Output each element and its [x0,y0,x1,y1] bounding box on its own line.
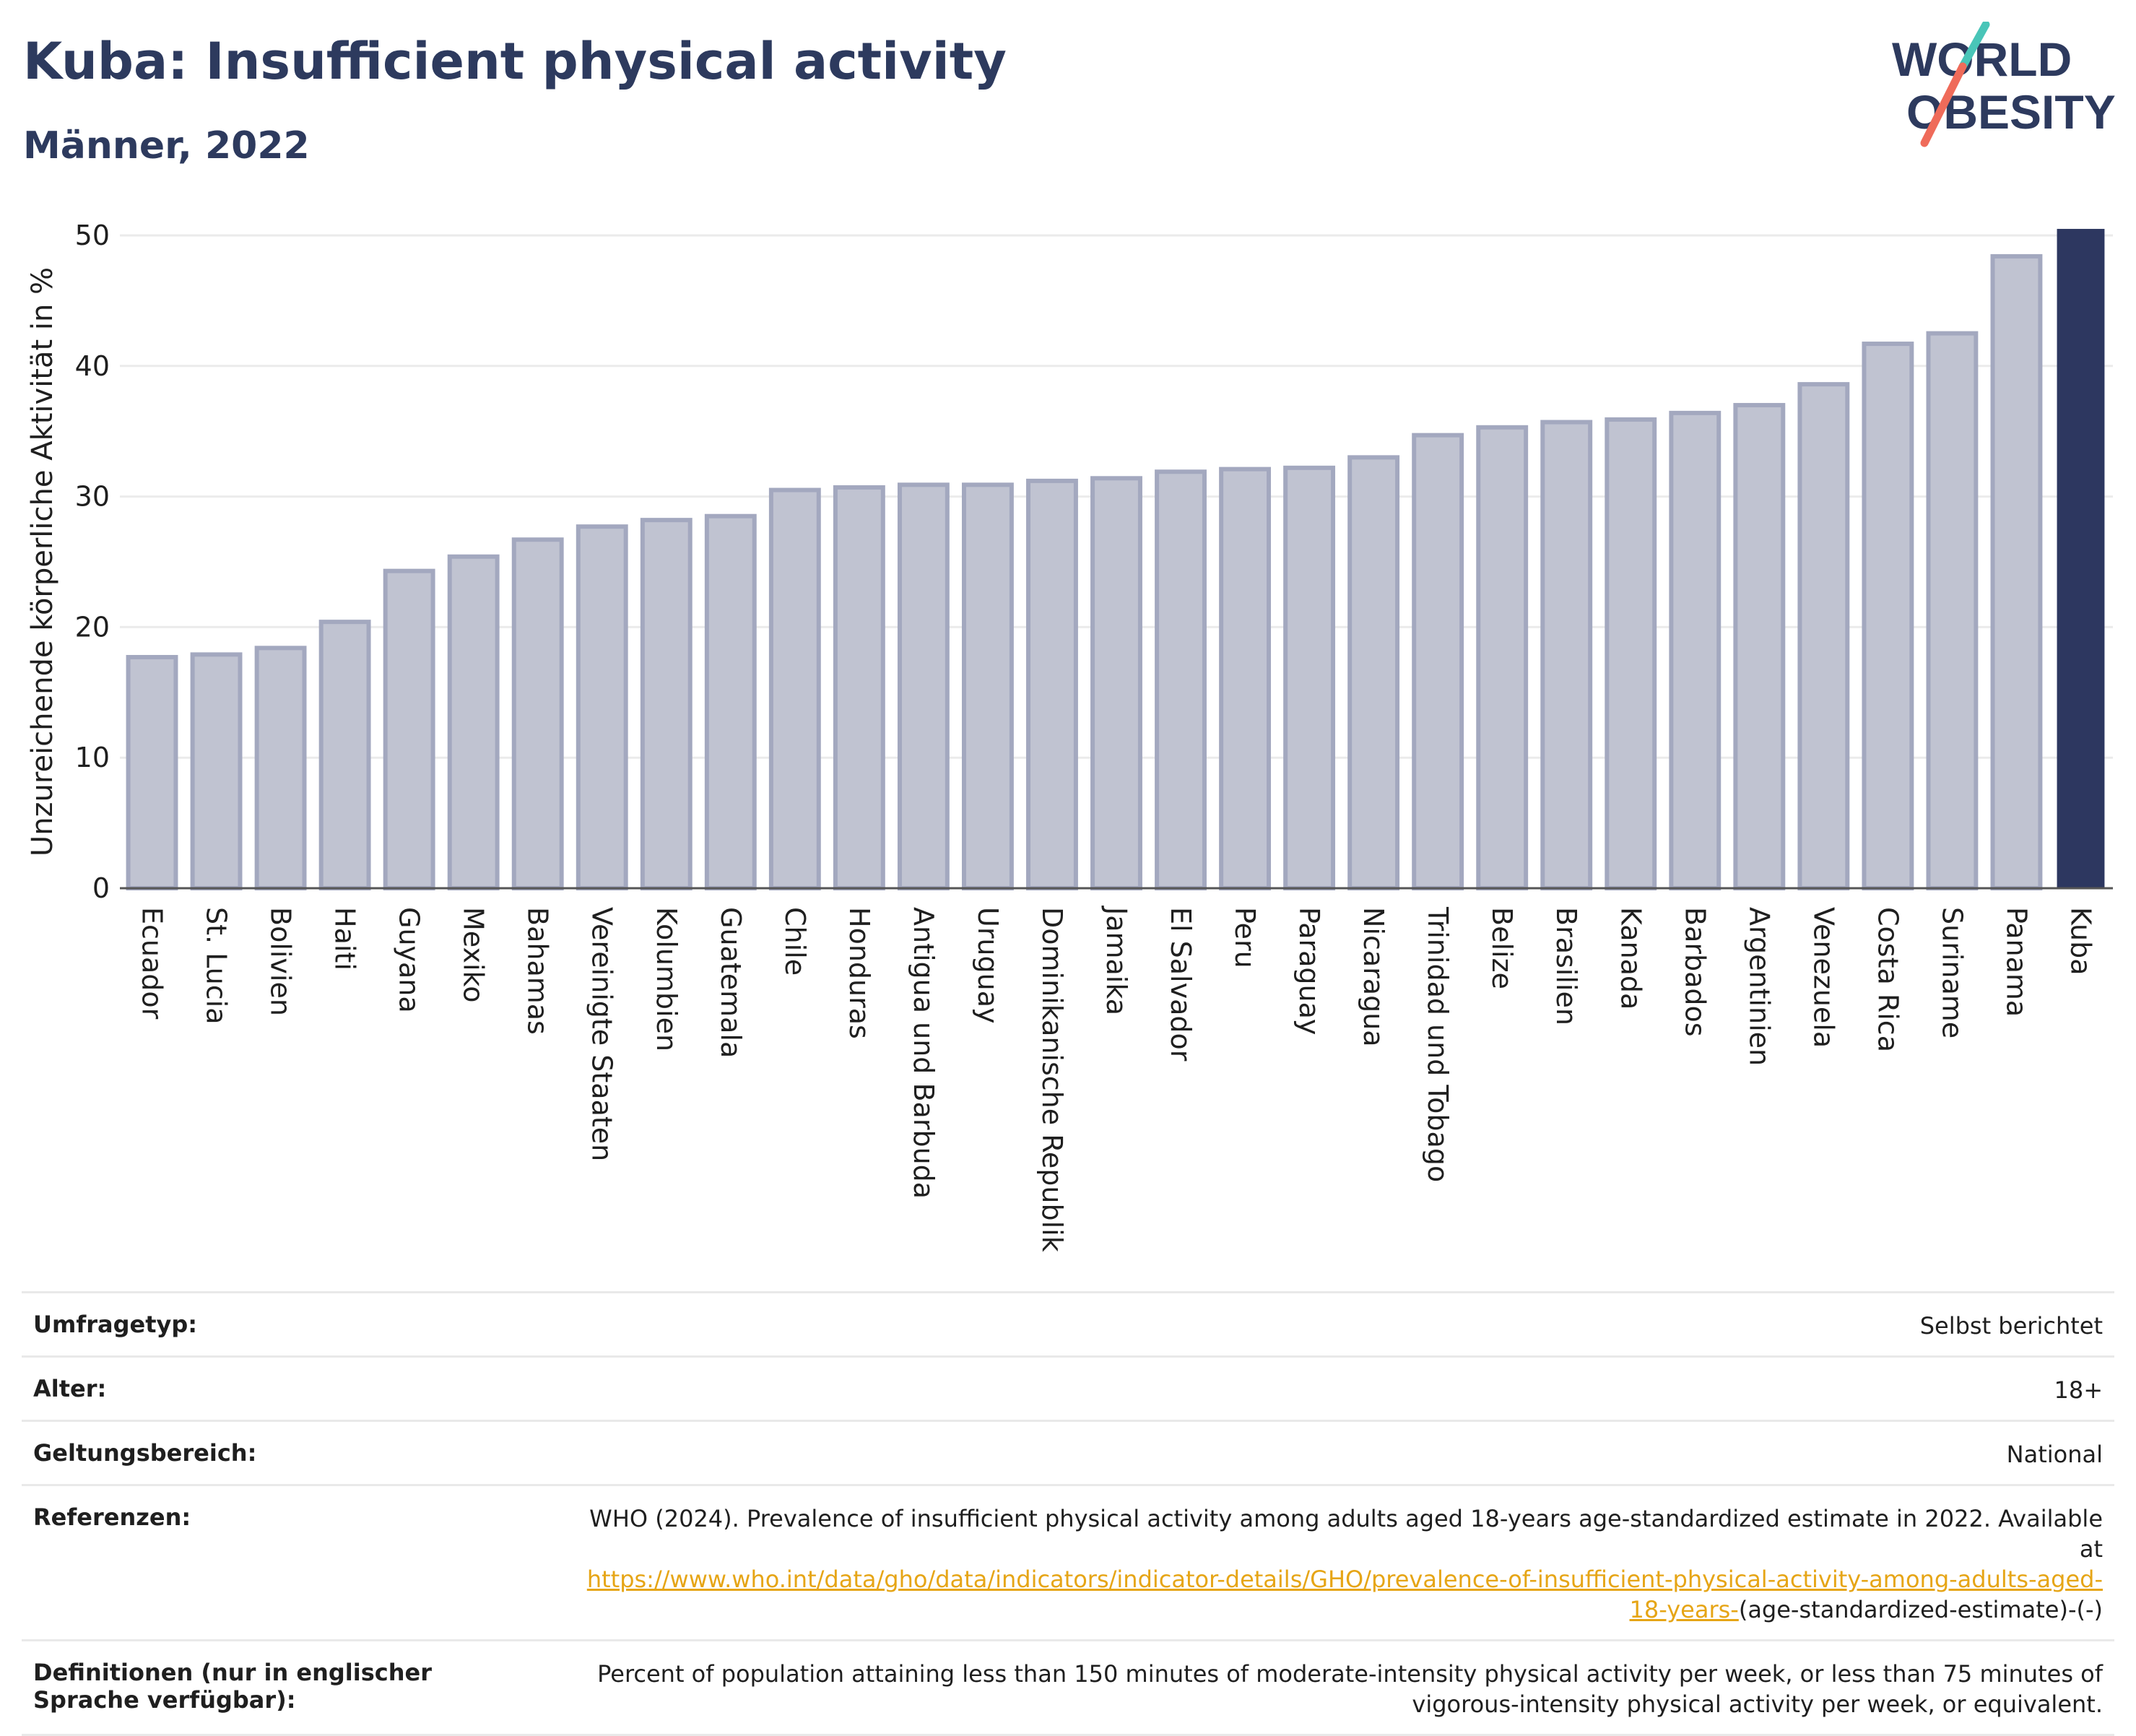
x-tick-label: Costa Rica [1872,907,1903,1052]
x-tick-label: El Salvador [1165,907,1197,1062]
meta-survey-label: Umfragetyp: [33,1311,198,1338]
bar-nicaragua [1347,455,1400,890]
meta-ref-label: Referenzen: [33,1503,191,1531]
y-axis-title: Unzureichende körperliche Aktivität in % [26,267,59,856]
bar-guatemala [704,513,757,891]
x-tick-label: Kolumbien [651,907,682,1051]
meta-row-age: Alter: 18+ [22,1355,2114,1420]
bar-chile [768,487,821,890]
page-title: Kuba: Insufficient physical activity [23,32,1007,91]
bar-vereinigte-staaten [576,524,628,890]
meta-scope-label: Geltungsbereich: [33,1439,257,1467]
bar-antigua-und-barbuda [897,482,950,890]
x-tick-label: Bahamas [522,907,554,1035]
y-tick-label: 20 [75,611,110,643]
y-tick-label: 30 [75,481,110,513]
bar-peru [1219,466,1272,890]
x-tick-label: Belize [1486,907,1518,989]
page-subtitle: Männer, 2022 [23,124,310,168]
bar-panama [1990,253,2043,891]
x-tick-label: Nicaragua [1358,907,1389,1047]
x-tick-label: Haiti [329,907,361,971]
reference-link-part-b[interactable]: 18-years- [1629,1596,1739,1623]
bar-kolumbien [640,518,693,890]
meta-ref-tail: (age-standardized-estimate)-(-) [1738,1596,2103,1623]
x-tick-label: Vereinigte Staaten [586,907,618,1161]
bar-trinidad-und-tobago [1412,433,1464,890]
x-tick-label: Paraguay [1293,907,1325,1035]
x-tick-label: Chile [779,907,811,976]
meta-def-label: Definitionen (nur in englischer Sprache … [33,1659,432,1714]
x-tick-label: St. Lucia [201,907,233,1025]
x-tick-label: Uruguay [972,907,1004,1024]
x-tick-label: Peru [1229,907,1261,968]
bar-uruguay [961,482,1014,890]
bar-ecuador [126,654,178,890]
metadata-table: Umfragetyp: Selbst berichtet Alter: 18+ … [22,1291,2114,1736]
bar-el-salvador [1155,469,1207,890]
meta-row-definitions: Definitionen (nur in englischer Sprache … [22,1639,2114,1736]
bar-costa-rica [1862,342,1914,890]
meta-age-label: Alter: [33,1375,107,1402]
x-tick-label: Argentinien [1743,907,1775,1066]
x-tick-label: Bolivien [265,907,297,1016]
x-tick-label: Antigua und Barbuda [908,907,939,1199]
x-tick-label: Honduras [843,907,875,1039]
meta-ref-text: WHO (2024). Prevalence of insufficient p… [589,1505,2103,1563]
x-tick-label: Suriname [1936,907,1968,1038]
bar-haiti [318,620,371,891]
meta-ref-value: WHO (2024). Prevalence of insufficient p… [568,1503,2103,1625]
meta-row-scope: Geltungsbereich: National [22,1420,2114,1484]
x-tick-label: Dominikanische Republik [1036,907,1068,1252]
bar-venezuela [1797,382,1850,890]
reference-link-part-a[interactable]: https://www.who.int/data/gho/data/indica… [586,1566,2103,1593]
x-tick-label: Mexiko [458,907,490,1002]
meta-row-survey: Umfragetyp: Selbst berichtet [22,1291,2114,1355]
meta-scope-value: National [2006,1441,2103,1468]
meta-age-value: 18+ [2054,1376,2103,1404]
y-tick-label: 50 [75,220,110,251]
logo-slash-coral [1920,62,1967,147]
y-tick-label: 40 [75,350,110,382]
meta-survey-value: Selbst berichtet [1919,1312,2103,1340]
bar-belize [1476,425,1529,890]
bar-brasilien [1540,420,1593,890]
y-tick-label: 10 [75,742,110,773]
world-obesity-logo: WORLD OBESITY [1892,22,2116,147]
bar-honduras [833,485,885,891]
x-tick-label: Guatemala [715,907,747,1058]
y-tick-label: 0 [92,872,110,904]
bar-bahamas [511,537,564,890]
x-tick-label: Brasilien [1550,907,1582,1025]
x-tick-label: Jamaika [1100,906,1132,1015]
x-tick-label: Trinidad und Tobago [1422,906,1454,1182]
x-tick-label: Guyana [394,907,425,1013]
bar-jamaika [1090,476,1142,890]
x-tick-label: Kuba [2065,907,2096,976]
logo-slash-teal [1958,22,1990,71]
bar-kanada [1605,417,1657,891]
meta-def-value: Percent of population attaining less tha… [597,1660,2103,1718]
bar-argentinien [1733,403,1786,891]
bar-barbados [1669,410,1722,890]
x-tick-label: Venezuela [1807,907,1839,1048]
meta-row-references: Referenzen: WHO (2024). Prevalence of in… [22,1484,2114,1639]
bar-mexiko [447,554,500,890]
bar-bolivien [254,646,307,890]
bar-paraguay [1283,465,1336,891]
x-tick-label: Ecuador [136,907,168,1020]
x-tick-label: Panama [2000,907,2032,1017]
bar-st-lucia [190,652,243,890]
bar-chart: 0 10 20 30 40 50 Ecuador St. Lucia Bolivien Haiti… [26,220,2113,1252]
x-tick-label: Barbados [1679,907,1711,1037]
bar-guyana [383,568,435,890]
x-tick-label: Kanada [1615,907,1646,1010]
reference-link[interactable]: https://www.who.int/data/gho/data/indica… [587,1566,2103,1623]
logo-line-world: WORLD [1892,32,2072,86]
bar-suriname [1926,331,1979,891]
bar-kuba [2057,228,2105,889]
bar-dominikanische-republik [1026,478,1078,890]
